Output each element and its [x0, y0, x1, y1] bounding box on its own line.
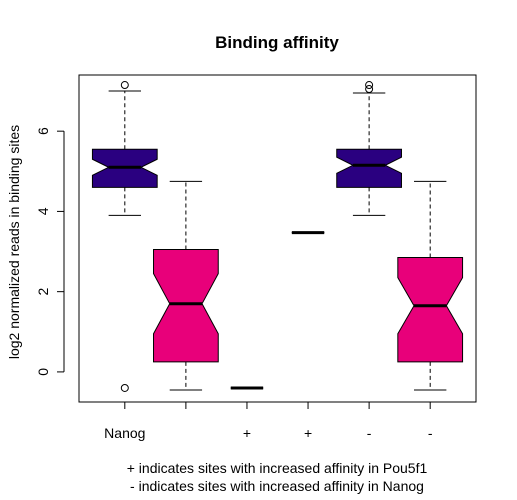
boxes-group	[91, 81, 464, 392]
x-axis-labels: Nanog + + - -	[104, 402, 433, 441]
caption-group: + indicates sites with increased affinit…	[127, 460, 428, 494]
outlier-4-1	[365, 81, 374, 90]
box-0	[91, 81, 158, 392]
x-label-0: Nanog	[104, 425, 145, 441]
y-tick-label-1: 2	[35, 288, 51, 296]
y-tick-label-2: 4	[35, 207, 51, 215]
y-tick-label-0: 0	[35, 368, 51, 376]
y-axis: 0 2 4 6	[35, 127, 65, 376]
outlier-4-0	[365, 85, 374, 94]
outlier-0-1	[120, 383, 129, 392]
box-5	[397, 180, 464, 391]
box-body-4	[336, 148, 402, 188]
caption-0: + indicates sites with increased affinit…	[127, 460, 428, 476]
caption-1: - indicates sites with increased affinit…	[130, 478, 424, 494]
x-label-4: -	[367, 425, 372, 441]
box-body-1	[153, 249, 219, 363]
box-1	[153, 180, 219, 391]
x-label-2: +	[243, 425, 251, 441]
x-label-3: +	[304, 425, 312, 441]
plot-frame	[78, 74, 477, 403]
box-4	[336, 81, 402, 216]
outlier-0-0	[120, 81, 129, 90]
box-body-5	[397, 257, 464, 363]
chart-title: Binding affinity	[215, 33, 339, 52]
y-axis-label: log2 normalized reads in binding sites	[6, 125, 22, 359]
x-label-5: -	[428, 425, 433, 441]
y-tick-label-3: 6	[35, 127, 51, 135]
